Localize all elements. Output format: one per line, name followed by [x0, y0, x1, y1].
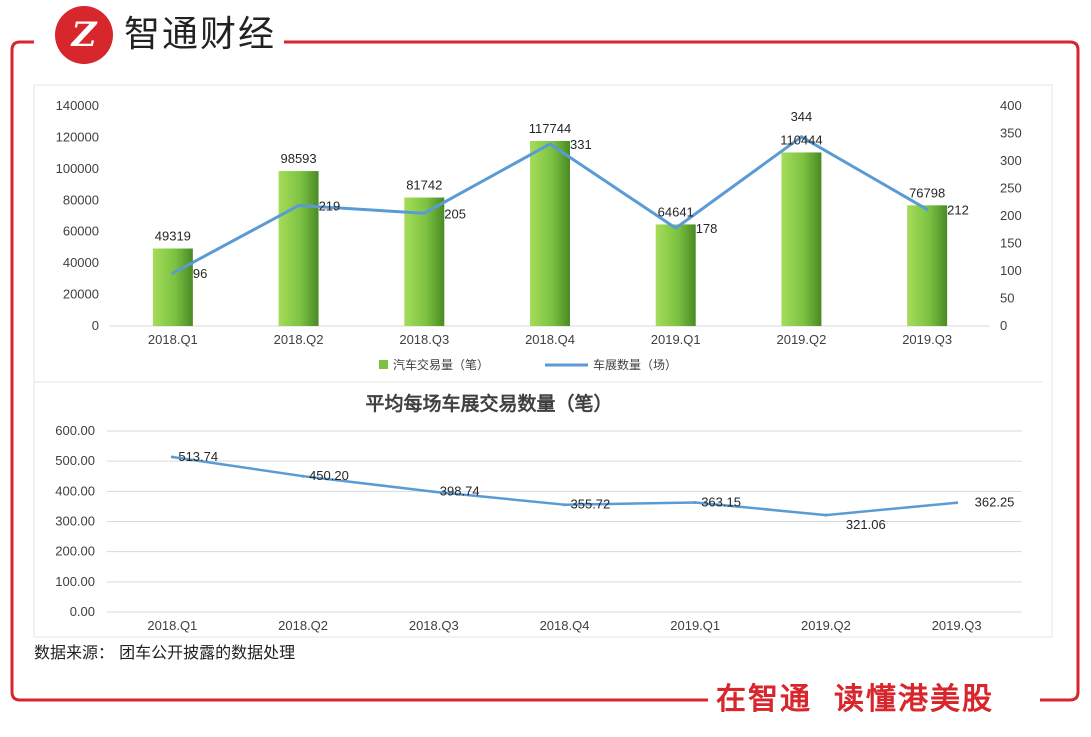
slogan: 在智通 读懂港美股 — [708, 680, 1002, 720]
brand-logo-mark: Z — [71, 15, 97, 55]
bar — [781, 152, 822, 326]
x-axis-tick-label: 2019.Q2 — [776, 332, 826, 347]
y-axis-tick-label: 200.00 — [55, 544, 95, 559]
source-note: 数据来源： 团车公开披露的数据处理 — [34, 643, 296, 662]
y-axis-right-tick-label: 400 — [1000, 98, 1022, 113]
y-axis-left-tick-label: 20000 — [63, 287, 99, 302]
x-axis-tick-label: 2018.Q3 — [399, 332, 449, 347]
line-point — [563, 503, 566, 507]
y-axis-left-tick-label: 0 — [92, 318, 99, 333]
y-axis-left-tick-label: 120000 — [56, 129, 99, 144]
x-axis-tick-label: 2018.Q2 — [274, 332, 324, 347]
line-data-label: 96 — [193, 266, 207, 281]
line-data-label: 398.74 — [440, 484, 480, 499]
bar — [152, 248, 193, 326]
x-axis-tick-label: 2019.Q1 — [651, 332, 701, 347]
y-axis-tick-label: 400.00 — [55, 483, 95, 498]
y-axis-right-tick-label: 250 — [1000, 181, 1022, 196]
bar-data-label: 110444 — [780, 132, 822, 147]
line-point — [925, 207, 929, 211]
y-axis-left-tick-label: 100000 — [56, 161, 99, 176]
line-point — [297, 204, 301, 208]
line-data-label: 321.06 — [846, 517, 886, 532]
line-point — [693, 500, 697, 504]
bar — [404, 197, 445, 326]
line-data-label: 362.25 — [975, 495, 1015, 510]
line-point — [301, 474, 305, 478]
y-axis-tick-label: 100.00 — [55, 574, 95, 589]
y-axis-right-tick-label: 350 — [1000, 126, 1022, 141]
bar — [907, 205, 948, 326]
line-point — [171, 271, 175, 275]
y-axis-left-tick-label: 60000 — [63, 224, 99, 239]
x-axis-tick-label: 2018.Q2 — [278, 618, 328, 633]
y-axis-right-tick-label: 50 — [1000, 291, 1014, 306]
line-data-label: 363.15 — [701, 494, 741, 509]
line-data-label: 219 — [319, 199, 341, 214]
y-axis-tick-label: 0.00 — [70, 604, 95, 619]
y-axis-tick-label: 500.00 — [55, 453, 95, 468]
y-axis-tick-label: 600.00 — [55, 423, 95, 438]
line-point — [955, 501, 959, 505]
chart-title: 平均每场车展交易数量（笔） — [365, 392, 612, 415]
x-axis-tick-label: 2018.Q3 — [409, 618, 459, 633]
x-axis-tick-label: 2018.Q4 — [540, 618, 590, 633]
line-point — [170, 455, 174, 459]
x-axis-tick-label: 2019.Q3 — [902, 332, 952, 347]
slogan-part-1: 在智通 — [716, 682, 812, 717]
bar-data-label: 76798 — [909, 185, 945, 200]
line-point — [824, 513, 828, 517]
brand-logo: Z — [55, 6, 113, 64]
line-data-label: 212 — [947, 202, 969, 217]
bar-data-label: 98593 — [280, 151, 316, 166]
y-axis-left-tick-label: 40000 — [63, 255, 99, 270]
line-data-label: 355.72 — [571, 497, 611, 512]
line-data-label: 331 — [570, 137, 592, 152]
y-axis-right-tick-label: 100 — [1000, 263, 1022, 278]
x-axis-tick-label: 2019.Q2 — [801, 618, 851, 633]
x-axis-tick-label: 2018.Q1 — [147, 618, 197, 633]
line-point — [799, 135, 803, 139]
line-data-label: 205 — [444, 206, 466, 221]
legend-swatch-bar — [379, 360, 388, 369]
y-axis-right-tick-label: 150 — [1000, 236, 1022, 251]
x-axis-tick-label: 2018.Q4 — [525, 332, 575, 347]
legend-label-line: 车展数量（场） — [593, 357, 677, 372]
line-data-label: 450.20 — [309, 468, 349, 483]
line-point — [422, 211, 426, 215]
y-axis-left-tick-label: 80000 — [63, 192, 99, 207]
y-axis-tick-label: 300.00 — [55, 514, 95, 529]
y-axis-right-tick-label: 200 — [1000, 208, 1022, 223]
line-data-label: 344 — [791, 109, 813, 124]
line-data-label: 178 — [696, 221, 718, 236]
bar-data-label: 81742 — [406, 178, 442, 193]
slogan-part-2: 读懂港美股 — [834, 682, 994, 717]
bar — [278, 171, 319, 326]
y-axis-left-tick-label: 140000 — [56, 98, 99, 113]
bar-data-label: 64641 — [658, 204, 694, 219]
bar — [655, 224, 696, 326]
y-axis-right-tick-label: 300 — [1000, 153, 1022, 168]
x-axis-tick-label: 2019.Q1 — [670, 618, 720, 633]
line-point — [674, 226, 678, 230]
line-point — [432, 490, 436, 494]
brand-name: 智通财经 — [124, 12, 285, 58]
line-data-label: 513.74 — [178, 449, 218, 464]
legend-label-bar: 汽车交易量（笔） — [393, 357, 489, 372]
x-axis-tick-label: 2018.Q1 — [148, 332, 198, 347]
bar — [530, 140, 570, 326]
bar-data-label: 49319 — [155, 228, 191, 243]
y-axis-right-tick-label: 0 — [1000, 318, 1007, 333]
bar-data-label: 117744 — [529, 121, 571, 136]
line-point — [548, 142, 552, 146]
series-line-average — [172, 455, 957, 517]
x-axis-tick-label: 2019.Q3 — [932, 618, 982, 633]
